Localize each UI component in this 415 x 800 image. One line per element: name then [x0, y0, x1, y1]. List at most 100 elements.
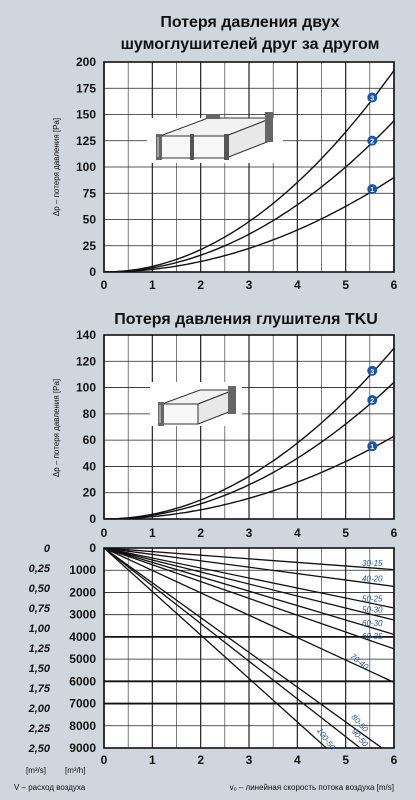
chart3-x-tick-label: 1: [149, 753, 156, 767]
chart1-x-tick-label: 1: [149, 278, 156, 292]
chart1-title-line2: шумоглушителей друг за другом: [121, 36, 380, 53]
chart1-x-tick-label: 4: [294, 278, 301, 292]
chart3-frame: [103, 547, 395, 749]
chart1-y-axis-label: Δp – потеря давления [Pa]: [52, 118, 61, 216]
chart3-line-60-30: [104, 548, 394, 636]
chart3-grid: [103, 547, 395, 749]
chart3-m3s-y-tick-label: 1,25: [29, 643, 51, 655]
chart3-line-30-15: [104, 548, 394, 571]
chart1-y-tick-label: 25: [83, 239, 97, 253]
chart3-x-tick-label: 0: [101, 753, 108, 767]
chart3-m3h-y-tick-label: 4000: [69, 630, 96, 644]
chart3-line-70-40: [104, 548, 394, 683]
chart3-m3s-y-tick-label: 2,00: [28, 703, 51, 715]
chart3-size-label-50-30: 50-30: [362, 606, 383, 615]
chart3-airflow-vs-velocity: 30-1540-2050-2550-3060-3060-3570-4080-50…: [14, 541, 398, 792]
chart3-line-50-25: [104, 548, 394, 609]
chart2-curve-badge: [367, 395, 378, 406]
chart3-x-tick-label: 2: [197, 753, 204, 767]
chart1-curve-badge-label: 3: [370, 96, 374, 103]
chart2-curve-badges: 1 2 3: [367, 365, 378, 452]
chart2-frame: [103, 334, 395, 520]
chart2-curve-1: [104, 435, 394, 519]
velocity-axis-label: vₒ – линейная скорость потока воздуха [m…: [230, 783, 394, 792]
chart3-m3s-y-tick-label: 2,50: [28, 743, 51, 755]
chart1-title-line1: Потеря давления двух: [160, 14, 339, 31]
chart2-curve-badge-label: 2: [370, 398, 374, 405]
chart2-x-tick-label: 2: [197, 526, 204, 540]
chart3-size-label-60-30: 60-30: [362, 619, 383, 628]
chart2-x-tick-label: 3: [246, 526, 253, 540]
chart1-y-tick-labels: 0 25 50 75 100 125 150 175 200: [76, 55, 96, 279]
chart3-m3h-y-tick-label: 7000: [69, 697, 96, 711]
chart3-line-80-50: [104, 548, 383, 748]
chart1-y-tick-label: 175: [76, 81, 96, 95]
chart2-x-tick-label: 5: [342, 526, 349, 540]
chart3-line-60-35: [104, 548, 394, 650]
chart3-m3s-y-tick-label: 0,75: [29, 603, 51, 615]
chart3-y-tick-labels-m3s: 0 0,25 0,50 0,75 1,00 1,25 1,50 1,75 2,00 2,25 2,5…: [28, 543, 51, 755]
chart2-y-tick-label: 140: [76, 328, 96, 342]
chart2-y-tick-labels: 0 20 40 60 80 100 120 140: [76, 328, 96, 526]
chart1-y-tick-label: 150: [76, 108, 96, 122]
chart3-m3h-y-tick-label: 8000: [69, 719, 96, 733]
chart1-y-tick-label: 50: [83, 213, 97, 227]
chart1-y-tick-label: 100: [76, 160, 96, 174]
chart2-title: Потеря давления глушителя TKU: [114, 311, 378, 328]
chart1-curves: [104, 69, 394, 272]
chart3-x-tick-label: 6: [391, 753, 398, 767]
chart2-curve-badge-label: 3: [370, 369, 374, 376]
chart2-y-tick-label: 20: [83, 486, 97, 500]
chart3-size-lines: [104, 548, 394, 748]
chart2-curve-badge-label: 1: [370, 444, 374, 451]
chart1-y-tick-label: 75: [83, 186, 97, 200]
unit-m3s-label: [m³/s]: [26, 766, 46, 775]
chart2-y-tick-label: 120: [76, 354, 96, 368]
chart2-y-tick-label: 40: [83, 459, 97, 473]
airflow-axis-label: V – расход воздуха: [14, 783, 86, 792]
chart1-curve-badge: [367, 184, 378, 195]
chart3-size-label-30-15: 30-15: [362, 559, 383, 568]
chart1-curve-badge-label: 1: [370, 187, 374, 194]
chart2-y-tick-label: 80: [83, 407, 97, 421]
chart2-x-tick-label: 0: [101, 526, 108, 540]
chart1-x-tick-label: 6: [391, 278, 398, 292]
chart1-curve-badge: [367, 92, 378, 103]
chart1-frame: [103, 61, 395, 273]
chart3-x-tick-labels: 0 1 2 3 4 5 6: [101, 753, 398, 767]
chart1-curve-3: [104, 69, 394, 272]
chart3-m3h-y-tick-label: 6000: [69, 674, 96, 688]
chart3-m3s-y-tick-label: 2,25: [28, 723, 51, 735]
chart2-y-tick-label: 0: [89, 512, 96, 526]
chart2-x-tick-labels: 0 1 2 3 4 5 6: [101, 526, 398, 540]
chart3-m3s-y-tick-label: 0: [44, 543, 51, 555]
chart3-x-tick-label: 4: [294, 753, 301, 767]
chart1-curve-badges: 1 2 3: [367, 92, 378, 195]
chart1-y-tick-label: 125: [76, 134, 96, 148]
unit-m3h-label: [m³/h]: [65, 766, 85, 775]
chart2-curve-2: [104, 381, 394, 519]
chart2-x-tick-label: 1: [149, 526, 156, 540]
chart3-m3s-y-tick-label: 1,50: [29, 663, 51, 675]
chart2-curve-3: [104, 347, 394, 519]
chart2-y-tick-label: 60: [83, 433, 97, 447]
chart1-curve-badge-label: 2: [370, 139, 374, 146]
chart3-line-40-20: [104, 548, 394, 588]
chart2-pressure-loss-tku: 1 2 3 0 20 40 60 80 100 120 140 0 1 2 3 4 5 6 Δp – поте…: [52, 328, 398, 540]
chart2-curves: [104, 347, 394, 519]
single-silencer-illustration: [150, 382, 242, 426]
chart3-line-90-50: [104, 548, 361, 748]
chart3-m3h-y-tick-label: 1000: [69, 563, 96, 577]
chart1-x-tick-labels: 0 1 2 3 4 5 6: [101, 278, 398, 292]
chart2-curve-badge: [367, 441, 378, 452]
chart3-line-50-30: [104, 548, 394, 621]
chart1-pressure-loss-two-silencers: 1 2 3 0 25 50 75 100 125 150 175 200 0 1 2 3 4 5 6 Δp – …: [52, 55, 398, 292]
chart2-y-axis-label: Δp – потеря давления [Pa]: [52, 379, 61, 477]
chart2-x-tick-label: 4: [294, 526, 301, 540]
chart3-m3s-y-tick-label: 1,75: [29, 683, 51, 695]
chart3-m3s-y-tick-label: 0,25: [29, 563, 51, 575]
chart3-x-tick-label: 3: [246, 753, 253, 767]
chart3-m3s-y-tick-label: 1,00: [29, 623, 51, 635]
chart1-x-tick-label: 3: [246, 278, 253, 292]
